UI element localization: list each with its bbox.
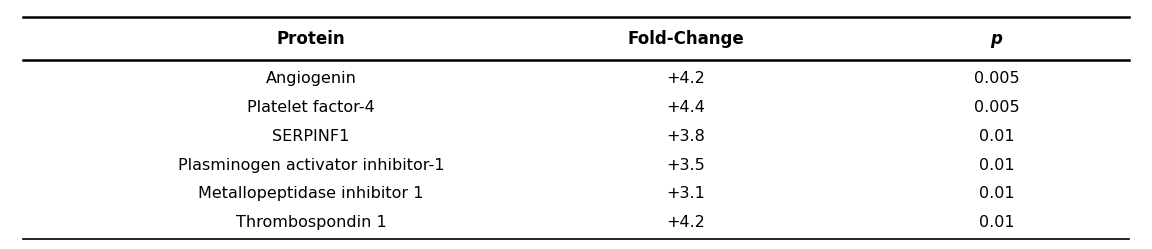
- Text: +3.8: +3.8: [666, 129, 705, 144]
- Text: Platelet factor-4: Platelet factor-4: [248, 100, 374, 115]
- Text: Fold-Change: Fold-Change: [627, 30, 744, 48]
- Text: 0.01: 0.01: [979, 215, 1014, 230]
- Text: SERPINF1: SERPINF1: [272, 129, 350, 144]
- Text: Angiogenin: Angiogenin: [266, 71, 356, 86]
- Text: Metallopeptidase inhibitor 1: Metallopeptidase inhibitor 1: [198, 187, 424, 201]
- Text: +3.1: +3.1: [666, 187, 705, 201]
- Text: Thrombospondin 1: Thrombospondin 1: [236, 215, 386, 230]
- Text: 0.01: 0.01: [979, 129, 1014, 144]
- Text: 0.005: 0.005: [973, 100, 1020, 115]
- Text: Protein: Protein: [276, 30, 346, 48]
- Text: +4.2: +4.2: [666, 71, 705, 86]
- Text: 0.005: 0.005: [973, 71, 1020, 86]
- Text: +4.2: +4.2: [666, 215, 705, 230]
- Text: Plasminogen activator inhibitor-1: Plasminogen activator inhibitor-1: [177, 158, 445, 173]
- Text: 0.01: 0.01: [979, 187, 1014, 201]
- Text: +3.5: +3.5: [666, 158, 705, 173]
- Text: 0.01: 0.01: [979, 158, 1014, 173]
- Text: p: p: [991, 30, 1002, 48]
- Text: +4.4: +4.4: [666, 100, 705, 115]
